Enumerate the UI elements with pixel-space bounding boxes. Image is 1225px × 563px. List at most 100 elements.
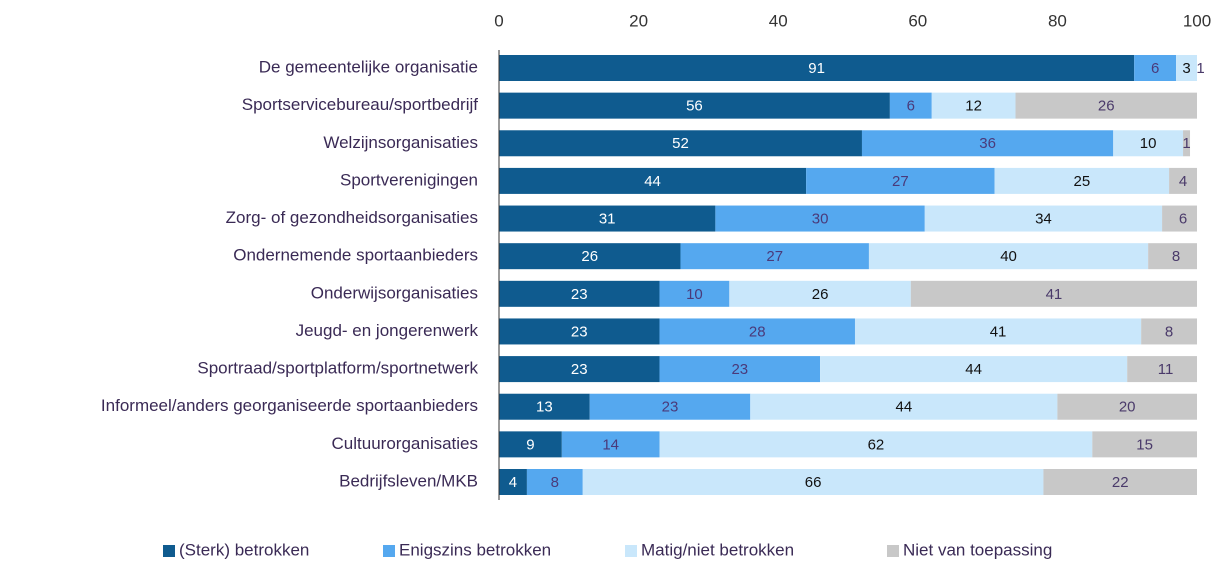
- value-label: 30: [812, 211, 829, 228]
- category-label: Onderwijsorganisaties: [311, 283, 478, 302]
- bar-segment: [499, 431, 562, 458]
- value-label: 31: [599, 211, 616, 228]
- value-label: 44: [644, 173, 661, 190]
- value-label: 52: [672, 135, 689, 152]
- bar-segment: [1183, 130, 1191, 157]
- bar-segment: [499, 55, 1135, 81]
- bar-segment: [499, 205, 716, 232]
- value-label: 62: [868, 436, 885, 453]
- legend-label: Matig/niet betrokken: [641, 540, 794, 559]
- value-label: 22: [1112, 474, 1129, 491]
- value-label: 44: [895, 399, 912, 416]
- value-label: 3: [1182, 60, 1190, 77]
- value-label: 23: [571, 361, 588, 378]
- bar-segment: [1043, 469, 1197, 495]
- bar-segment: [994, 167, 1170, 194]
- bar-segment: [806, 167, 995, 194]
- bar-segment: [1134, 55, 1177, 81]
- bar-segment: [1015, 92, 1197, 119]
- bar-segment: [659, 280, 730, 307]
- bar-segment: [499, 469, 527, 495]
- legend-label: Enigszins betrokken: [399, 540, 551, 559]
- x-tick-label: 100: [1183, 11, 1211, 30]
- value-label: 25: [1073, 173, 1090, 190]
- value-label: 6: [1179, 211, 1187, 228]
- value-label: 56: [686, 98, 703, 115]
- bar-segment: [820, 356, 1128, 383]
- value-label: 1: [1182, 135, 1190, 152]
- value-label: 11: [1158, 361, 1174, 378]
- value-label: 34: [1035, 211, 1052, 228]
- bar-segment: [499, 280, 660, 307]
- bar-segment: [715, 205, 925, 232]
- bar-segment: [582, 469, 1044, 495]
- bar-segment: [1141, 318, 1197, 345]
- bar-segment: [854, 318, 1142, 345]
- value-label: 23: [571, 323, 588, 340]
- bar-segment: [499, 356, 660, 383]
- value-label: 41: [990, 323, 1007, 340]
- category-label: Ondernemende sportaanbieders: [233, 246, 478, 265]
- value-label: 27: [892, 173, 909, 190]
- bar-segment: [1148, 243, 1197, 270]
- value-label: 15: [1136, 436, 1153, 453]
- value-label: 12: [965, 98, 982, 115]
- value-label: 26: [1098, 98, 1115, 115]
- category-label: Cultuurorganisaties: [332, 434, 478, 453]
- bar-segment: [868, 243, 1149, 270]
- bar-segment: [499, 167, 807, 194]
- legend-swatch: [163, 545, 175, 557]
- value-label: 6: [1151, 60, 1159, 77]
- value-label: 23: [571, 286, 588, 303]
- legend-swatch: [887, 545, 899, 557]
- bar-segment: [1113, 130, 1184, 157]
- bar-segment: [499, 130, 862, 157]
- value-label: 23: [662, 399, 679, 416]
- legend-swatch: [625, 545, 637, 557]
- bar-segment: [499, 243, 681, 270]
- x-tick-label: 0: [494, 11, 503, 30]
- bar-segment: [680, 243, 869, 270]
- category-label: Bedrijfsleven/MKB: [339, 471, 478, 490]
- bar-segment: [526, 469, 583, 495]
- value-label: 13: [536, 399, 553, 416]
- bar-segment: [889, 92, 932, 119]
- bars: [499, 55, 1197, 495]
- bar-segment: [861, 130, 1114, 157]
- bar-segment: [924, 205, 1163, 232]
- value-label: 6: [907, 98, 915, 115]
- bar-segment: [499, 393, 590, 420]
- bar-segment: [589, 393, 751, 420]
- bar-segment: [1092, 431, 1197, 458]
- bar-segment: [931, 92, 1016, 119]
- bar-segment: [659, 318, 855, 345]
- bar-segment: [561, 431, 660, 458]
- category-label: Sportservicebureau/sportbedrijf: [242, 95, 479, 114]
- value-label: 10: [686, 286, 703, 303]
- value-label: 20: [1119, 399, 1136, 416]
- value-label: 9: [526, 436, 534, 453]
- value-label: 26: [812, 286, 829, 303]
- value-label: 23: [731, 361, 748, 378]
- bar-segment: [729, 280, 911, 307]
- value-label: 1: [1196, 60, 1204, 77]
- bar-segment: [750, 393, 1058, 420]
- value-label: 91: [808, 60, 825, 77]
- legend-label: (Sterk) betrokken: [179, 540, 309, 559]
- value-label: 44: [965, 361, 982, 378]
- value-label: 40: [1000, 248, 1017, 265]
- x-tick-label: 40: [769, 11, 788, 30]
- value-label: 8: [551, 474, 559, 491]
- value-label: 8: [1172, 248, 1180, 265]
- legend-swatch: [383, 545, 395, 557]
- x-tick-label: 20: [629, 11, 648, 30]
- bar-segment: [499, 318, 660, 345]
- value-label: 26: [581, 248, 598, 265]
- value-label: 4: [509, 474, 517, 491]
- category-label: Zorg- of gezondheidsorganisaties: [226, 208, 478, 227]
- category-label: Informeel/anders georganiseerde sportaan…: [101, 396, 478, 415]
- value-label: 28: [749, 323, 766, 340]
- x-tick-label: 80: [1048, 11, 1067, 30]
- value-label: 41: [1046, 286, 1063, 303]
